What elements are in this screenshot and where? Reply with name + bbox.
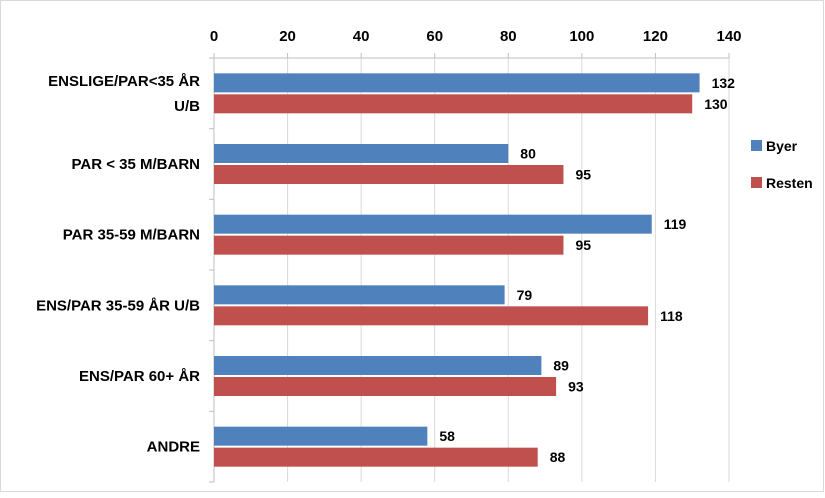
legend-label: Resten — [766, 175, 813, 191]
data-label: 130 — [704, 96, 728, 112]
bar-resten — [214, 165, 564, 184]
data-labels: 132 130 80 95 119 95 79 118 89 93 58 88 — [439, 75, 735, 465]
data-label: 79 — [517, 287, 533, 303]
bar-resten — [214, 235, 564, 255]
bar-byer — [214, 73, 700, 93]
bar-byer — [214, 426, 428, 446]
x-tick-label: 40 — [353, 28, 370, 45]
data-label: 132 — [712, 75, 736, 91]
legend-swatch — [751, 140, 762, 151]
data-label: 118 — [660, 308, 683, 324]
category-label: PAR 35-59 M/BARN — [63, 227, 200, 244]
x-tick-label: 60 — [426, 28, 443, 45]
data-label: 80 — [520, 146, 536, 162]
bars — [214, 73, 700, 467]
category-label: ANDRE — [147, 439, 200, 456]
data-label: 95 — [575, 237, 591, 253]
bar-resten — [214, 447, 538, 467]
axes: 0 20 40 60 80 100 120 140 ENSLIGE/PAR<35 ÅR U/B PA… — [36, 28, 742, 483]
category-label: PAR < 35 M/BARN — [72, 156, 201, 173]
data-label: 95 — [575, 167, 591, 183]
bar-byer — [214, 144, 509, 163]
data-label: 89 — [553, 358, 569, 374]
legend: Byer Resten — [751, 138, 813, 191]
x-tick-label: 140 — [716, 28, 741, 45]
gridlines — [287, 58, 730, 482]
data-label: 58 — [439, 428, 455, 444]
bar-byer — [214, 356, 542, 375]
x-tick-label: 120 — [643, 28, 668, 45]
category-label: ENS/PAR 60+ ÅR — [79, 368, 200, 385]
x-tick-label: 80 — [500, 28, 517, 45]
bar-resten — [214, 377, 557, 396]
bar-resten — [214, 306, 649, 326]
bar-byer — [214, 214, 652, 234]
x-tick-label: 0 — [210, 28, 218, 45]
category-label: ENS/PAR 35-59 ÅR U/B — [36, 297, 200, 314]
bar-byer — [214, 285, 505, 305]
category-label: U/B — [174, 98, 200, 115]
x-tick-label: 20 — [279, 28, 296, 45]
data-label: 93 — [568, 379, 584, 395]
legend-label: Byer — [766, 138, 798, 154]
data-label: 88 — [550, 449, 566, 465]
legend-swatch — [751, 177, 762, 188]
x-tick-label: 100 — [569, 28, 594, 45]
bar-resten — [214, 94, 693, 114]
data-label: 119 — [664, 216, 687, 232]
category-label: ENSLIGE/PAR<35 ÅR — [48, 73, 200, 90]
